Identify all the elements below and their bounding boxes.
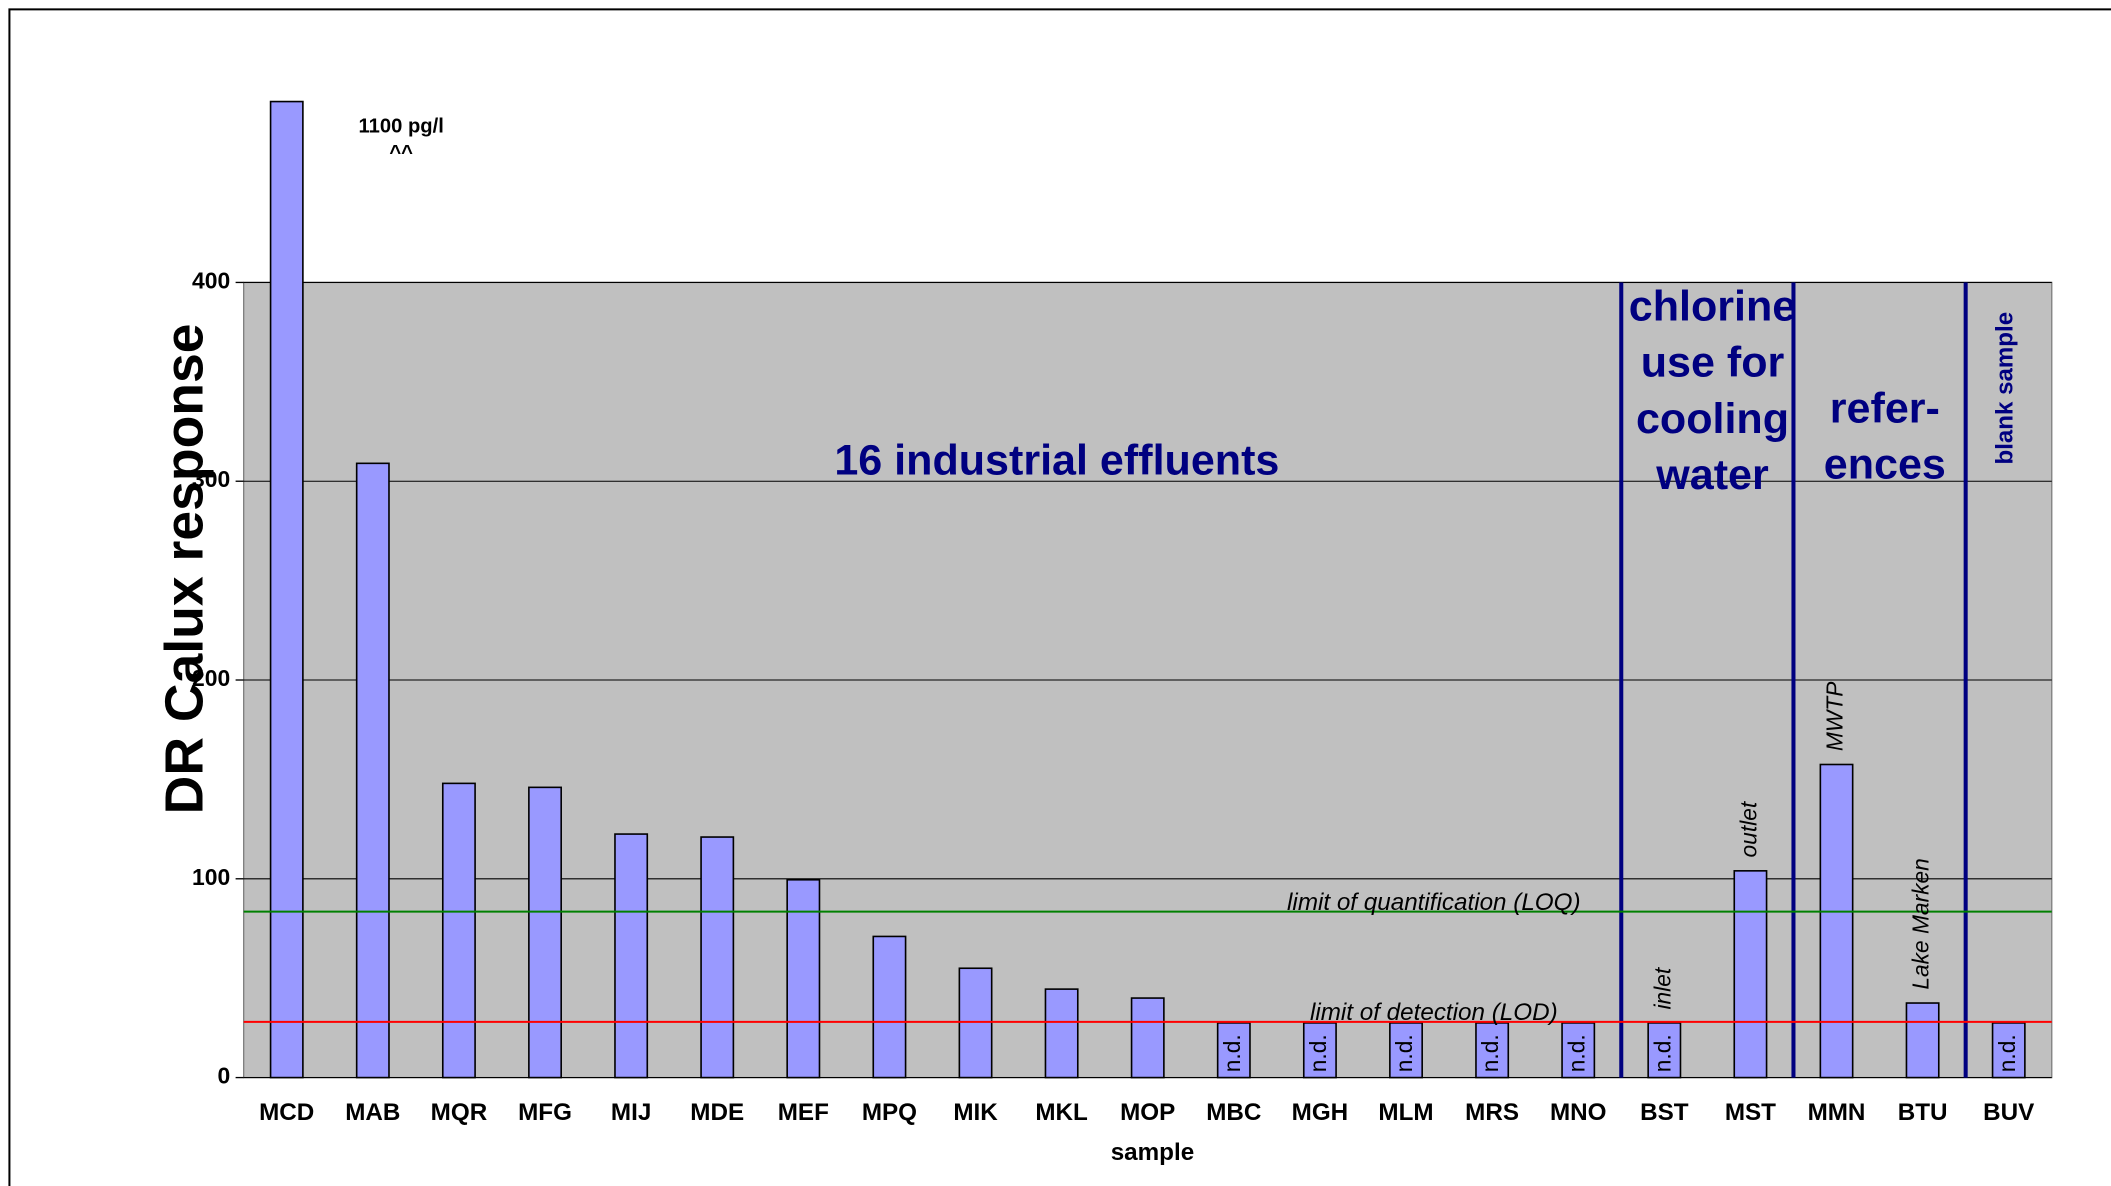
x-tick-label: MDE: [690, 1099, 744, 1126]
bar-note: n.d.: [1305, 1034, 1331, 1072]
x-tick-label: MST: [1725, 1099, 1776, 1126]
y-tick-label: 300: [192, 466, 230, 492]
y-tick-label: 0: [217, 1063, 230, 1089]
bar-note: n.d.: [1477, 1034, 1503, 1072]
x-tick-label: BST: [1640, 1099, 1689, 1126]
x-tick-label: MIJ: [611, 1099, 651, 1126]
bar-note: Lake Marken: [1908, 858, 1934, 989]
bar-note: n.d.: [1563, 1034, 1589, 1072]
x-tick-label: MLM: [1378, 1099, 1433, 1126]
group-label: refer-: [1830, 384, 1940, 432]
annotation: ^^: [389, 142, 413, 164]
bar: [1302, 1022, 1337, 1079]
bar: [269, 100, 304, 1079]
x-axis-title: sample: [1111, 1139, 1194, 1166]
bar-note: MWTP: [1822, 681, 1848, 751]
x-tick-label: MOP: [1120, 1099, 1175, 1126]
bar: [1819, 763, 1854, 1079]
bar: [614, 833, 649, 1079]
group-label: use for: [1641, 339, 1785, 387]
group-label: 16 industrial effluents: [834, 437, 1279, 485]
bar: [786, 878, 821, 1079]
bar-note: n.d.: [1649, 1034, 1675, 1072]
x-tick-label: MGH: [1292, 1099, 1349, 1126]
bar: [1991, 1022, 2026, 1079]
bar-note: n.d.: [1391, 1034, 1417, 1072]
annotation: 1100 pg/l: [359, 116, 444, 138]
reference-label: limit of quantification (LOQ): [1287, 889, 1581, 916]
bar: [1733, 870, 1768, 1079]
x-tick-label: MNO: [1550, 1099, 1607, 1126]
bar: [441, 782, 476, 1079]
x-tick-label: BTU: [1898, 1099, 1948, 1126]
group-label: chlorine: [1629, 283, 1796, 331]
bar: [1905, 1002, 1940, 1079]
bar: [1475, 1022, 1510, 1079]
bar: [1647, 1022, 1682, 1079]
frame: [8, 8, 2111, 1186]
y-tick-label: 100: [192, 864, 230, 890]
x-tick-label: MAB: [345, 1099, 400, 1126]
bar: [528, 786, 562, 1079]
x-tick-label: MIK: [953, 1099, 998, 1126]
x-tick-label: MQR: [431, 1099, 488, 1126]
marks: 0 100 200 300 400 MCD MAB MQR MFG MIJ MDE MEF MPQ MIK…: [192, 100, 2052, 1126]
group-label: ences: [1824, 441, 1946, 489]
x-tick-label: MKL: [1035, 1099, 1088, 1126]
y-tick-label: 400: [192, 268, 230, 294]
bar: [872, 935, 907, 1079]
bar: [1130, 997, 1165, 1079]
x-tick-label: MRS: [1465, 1099, 1519, 1126]
bar-note: outlet: [1735, 800, 1761, 857]
x-tick-label: MBC: [1206, 1099, 1261, 1126]
bar-note: inlet: [1649, 966, 1675, 1009]
group-label: cooling: [1636, 395, 1789, 443]
x-tick-label: BUV: [1983, 1099, 2034, 1126]
reference-label: limit of detection (LOD): [1310, 999, 1558, 1026]
bar-note: n.d.: [1219, 1034, 1245, 1072]
bar: [355, 462, 390, 1079]
x-tick-label: MMN: [1808, 1099, 1866, 1126]
bar: [1044, 988, 1079, 1079]
x-tick-label: MCD: [259, 1099, 314, 1126]
x-tick-label: MFG: [518, 1099, 572, 1126]
y-axis-title: DR Calux response: [155, 323, 215, 814]
group-label: water: [1655, 451, 1769, 499]
bar-note: n.d.: [1994, 1034, 2020, 1072]
bar: [700, 836, 735, 1079]
x-tick-label: MPQ: [862, 1099, 917, 1126]
x-tick-label: MEF: [778, 1099, 829, 1126]
group-label: blank sample: [1991, 312, 2018, 465]
y-tick-label: 200: [192, 665, 230, 691]
